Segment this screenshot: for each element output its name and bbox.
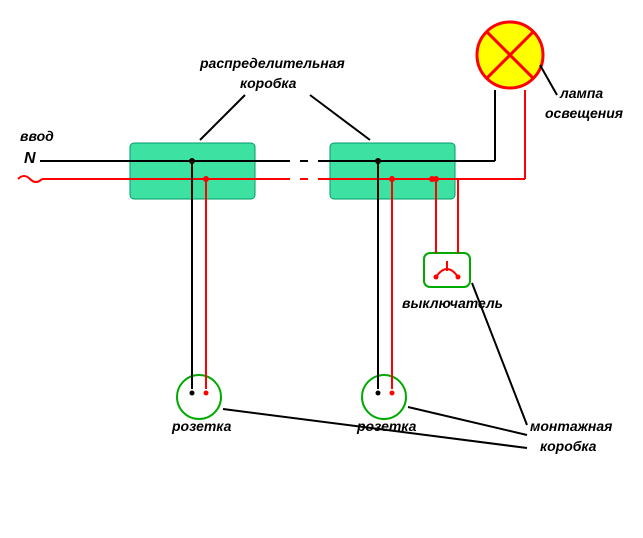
label-socket-1: розетка xyxy=(172,418,231,434)
label-dist-box-1: распределительная xyxy=(200,55,345,71)
label-switch: выключатель xyxy=(402,295,503,311)
label-mount-box-2: коробка xyxy=(540,438,596,454)
label-socket-2: розетка xyxy=(357,418,416,434)
wiring-diagram xyxy=(0,0,643,538)
label-lamp-2: освещения xyxy=(545,105,623,121)
label-input: ввод xyxy=(20,128,54,144)
label-N: N xyxy=(24,150,36,168)
label-lamp-1: лампа xyxy=(560,85,603,101)
label-dist-box-2: коробка xyxy=(240,75,296,91)
label-mount-box-1: монтажная xyxy=(530,418,612,434)
